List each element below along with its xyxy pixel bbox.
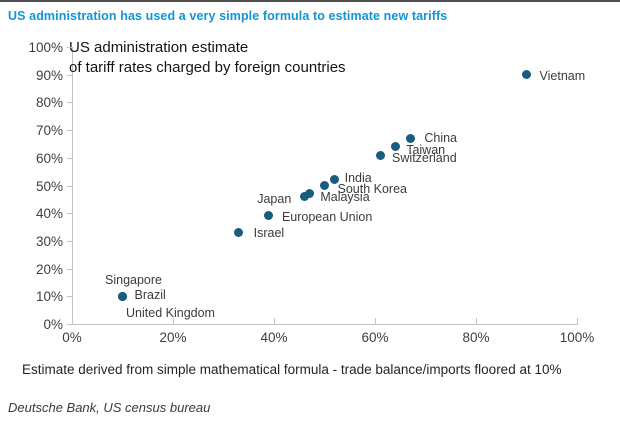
data-point [330,175,340,185]
y-tick-mark [67,296,72,298]
data-point-label: South Korea [337,181,408,196]
y-tick-label: 30% [35,233,63,249]
x-axis-line [72,324,578,325]
data-point [304,189,314,199]
x-tick-label: 20% [159,330,187,345]
x-tick-label: 60% [361,330,389,345]
y-tick-mark [67,102,72,104]
x-tick-label: 80% [462,330,490,345]
y-tick-label: 40% [35,206,63,222]
data-point-label: Taiwan [406,142,446,157]
x-tick-mark [274,318,275,324]
y-axis-line [72,47,73,324]
chart-annotation: US administration estimate of tariff rat… [69,38,346,78]
y-tick-label: 0% [43,317,63,332]
x-tick-mark [72,318,73,324]
data-point-label: India [344,170,372,185]
y-tick-mark [67,74,72,76]
y-tick-label: 10% [35,289,63,305]
data-point [234,228,244,238]
y-tick-mark [67,185,72,187]
data-point [264,211,274,221]
y-tick-mark [67,268,72,270]
data-point [299,192,309,202]
chart-annotation-line2: of tariff rates charged by foreign count… [69,59,346,76]
data-point [405,133,415,143]
y-tick-label: 100% [28,40,63,55]
y-tick-label: 70% [35,123,63,139]
data-point-label: United Kingdom [126,306,215,321]
x-tick-mark [577,318,578,324]
chart-annotation-line1: US administration estimate [69,39,249,56]
data-point [390,142,400,152]
x-tick-mark [476,318,477,324]
y-tick-mark [67,213,72,215]
data-point-label: Singapore [105,273,162,288]
y-tick-label: 20% [35,261,63,277]
data-point-label: Japan [257,191,292,206]
y-tick-label: 80% [35,95,63,111]
y-tick-mark [67,324,72,325]
y-tick-mark [67,240,72,242]
y-tick-mark [67,130,72,132]
data-point-label: European Union [281,209,373,224]
data-point [375,150,385,160]
y-tick-mark [67,47,72,48]
data-point-label: Switzerland [392,151,457,166]
source-note: Deutsche Bank, US census bureau [8,400,211,415]
x-tick-mark [375,318,376,324]
data-point-label: China [424,131,458,146]
chart-headline: US administration has used a very simple… [8,9,448,23]
data-point [522,70,531,80]
axis-footnote: Estimate derived from simple mathematica… [22,362,562,377]
y-tick-mark [67,157,72,159]
y-tick-label: 60% [35,150,63,166]
data-point-label: Brazil [134,288,166,303]
x-tick-label: 100% [559,330,595,345]
data-point-label: Israel [253,225,285,240]
data-point-label: Malaysia [320,189,370,204]
data-point-label: Vietnam [539,68,586,83]
x-tick-mark [173,318,174,324]
data-point [320,181,329,190]
data-point [118,291,127,301]
x-tick-label: 0% [62,330,82,345]
y-tick-label: 50% [35,178,63,194]
x-tick-label: 40% [260,330,288,345]
y-tick-label: 90% [35,67,63,83]
